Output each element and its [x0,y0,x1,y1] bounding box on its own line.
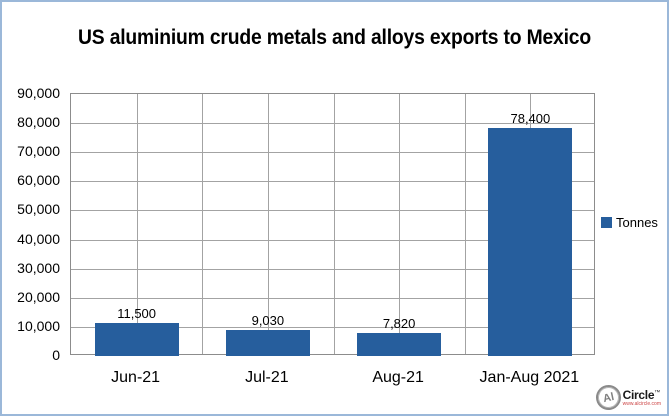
vertical-gridline [136,94,138,354]
x-axis-label-jun-21: Jun-21 [111,369,161,386]
alcircle-logo-text: Circle™ www.alcircle.com [623,389,661,407]
bar-value-label: 78,400 [510,110,551,126]
y-axis-tick-label: 80,000 [17,114,60,131]
horizontal-gridline [71,210,594,212]
vertical-gridline [399,94,401,354]
y-axis-tick-label: 10,000 [17,317,60,334]
alcircle-logo-url: www.alcircle.com [622,400,661,407]
y-axis-tick-label: 70,000 [17,143,60,160]
horizontal-gridline [71,297,594,299]
y-axis-tick-label: 50,000 [17,201,60,218]
bar-aug-21 [357,333,442,356]
alcircle-logo: Al Circle™ www.alcircle.com [593,382,661,413]
y-axis-tick-label: 90,000 [17,85,60,101]
y-axis-tick-label: 0 [52,347,60,363]
horizontal-gridline [71,181,594,183]
bar-jul-21 [225,329,310,356]
vertical-gridline [464,94,466,354]
y-axis-tick-label: 60,000 [17,172,60,189]
horizontal-gridline [71,152,594,154]
bar-value-label: 9,030 [251,312,285,328]
bar-value-label: 11,500 [117,305,157,321]
bar-value-label: 7,820 [382,316,416,332]
x-axis-label-jul-21: Jul-21 [245,369,289,386]
plot-area: 11,500 9,030 7,820 78,400 [70,93,595,356]
horizontal-gridline [71,123,594,125]
y-axis-tick-label: 20,000 [17,288,60,305]
alcircle-logo-name: Circle™ [623,389,661,401]
y-axis-tick-label: 40,000 [17,230,60,247]
x-axis-label-aug-21: Aug-21 [372,369,424,386]
horizontal-gridline [71,268,594,270]
trademark-symbol: ™ [654,389,660,396]
y-axis-tick-label: 30,000 [17,259,60,276]
vertical-gridline [333,94,335,354]
x-axis-label-jan-aug-2021: Jan-Aug 2021 [479,369,580,386]
horizontal-gridline [71,326,594,328]
vertical-gridline [267,94,269,354]
legend-swatch-tonnes [601,217,612,228]
chart-title: US aluminium crude metals and alloys exp… [78,26,591,49]
bar-jan-aug-2021 [488,127,573,356]
legend: Tonnes [601,214,658,231]
alcircle-logo-wordmark: Circle [622,387,655,402]
legend-label: Tonnes [616,215,658,230]
bar-jun-21 [94,322,179,356]
alcircle-logo-circle-icon: Al [593,382,623,413]
horizontal-gridline [71,239,594,241]
vertical-gridline [202,94,204,354]
